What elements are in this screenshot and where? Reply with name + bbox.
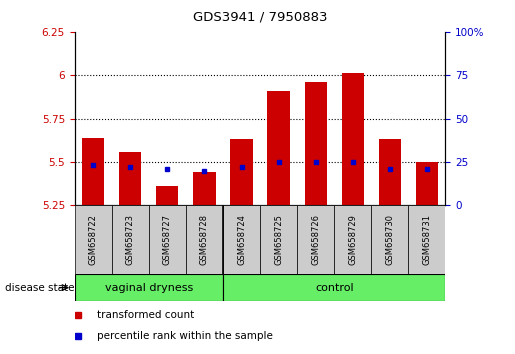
Text: GSM658726: GSM658726 [311, 214, 320, 266]
Text: GSM658725: GSM658725 [274, 215, 283, 265]
Bar [112, 205, 149, 274]
Bar [416, 162, 438, 205]
Text: GSM658730: GSM658730 [385, 214, 394, 266]
Text: GSM658728: GSM658728 [200, 214, 209, 266]
Bar [119, 152, 142, 205]
Text: transformed count: transformed count [97, 310, 194, 320]
Text: GDS3941 / 7950883: GDS3941 / 7950883 [193, 11, 328, 24]
Bar [82, 138, 105, 205]
Bar [297, 205, 334, 274]
Text: vaginal dryness: vaginal dryness [105, 282, 193, 293]
Bar [75, 274, 223, 301]
Text: GSM658723: GSM658723 [126, 214, 135, 266]
Text: GSM658722: GSM658722 [89, 215, 98, 265]
Bar [260, 205, 297, 274]
Text: control: control [315, 282, 353, 293]
Bar [75, 205, 112, 274]
Bar [341, 74, 364, 205]
Text: GSM658727: GSM658727 [163, 214, 172, 266]
Bar [186, 205, 223, 274]
Bar [223, 274, 445, 301]
Bar [304, 82, 327, 205]
Text: percentile rank within the sample: percentile rank within the sample [97, 331, 273, 341]
Bar [334, 205, 371, 274]
Bar [379, 139, 401, 205]
Bar [149, 205, 186, 274]
Text: disease state: disease state [5, 282, 75, 293]
Bar [371, 205, 408, 274]
Bar [156, 186, 179, 205]
Text: GSM658724: GSM658724 [237, 215, 246, 265]
Bar [193, 172, 216, 205]
Text: GSM658731: GSM658731 [422, 214, 432, 266]
Bar [408, 205, 445, 274]
Bar [230, 139, 253, 205]
Text: GSM658729: GSM658729 [348, 215, 357, 265]
Bar [267, 91, 290, 205]
Bar [223, 205, 260, 274]
